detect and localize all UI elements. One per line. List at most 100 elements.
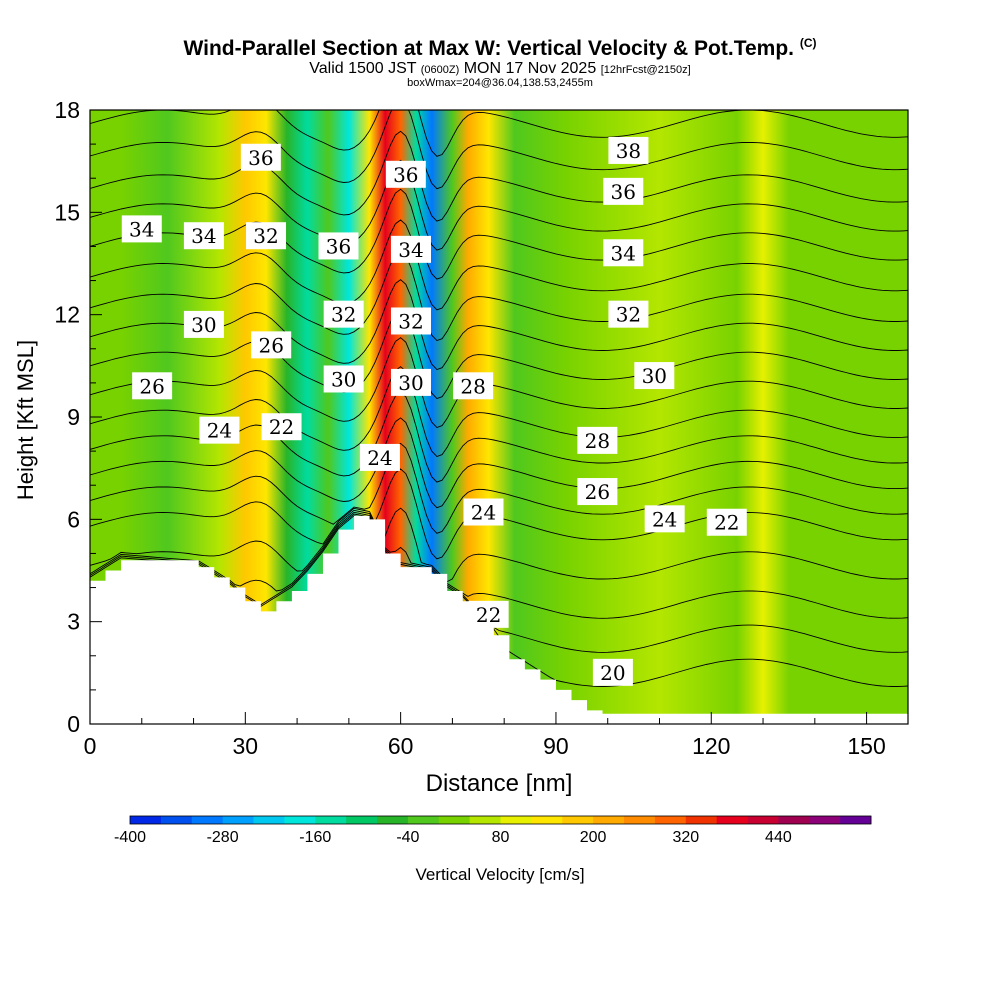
contour-label-box bbox=[251, 331, 292, 359]
chart-subtitle: Valid 1500 JST (0600Z) MON 17 Nov 2025 [… bbox=[309, 60, 691, 77]
contour-label-box bbox=[323, 300, 364, 328]
y-tick-label: 0 bbox=[67, 711, 80, 737]
contour-label-box bbox=[183, 310, 224, 338]
contour-label: 32 bbox=[323, 300, 364, 328]
contour-label-text: 30 bbox=[191, 313, 216, 337]
contour-label: 34 bbox=[390, 235, 431, 263]
y-tick-label: 3 bbox=[67, 609, 80, 635]
contour-label-text: 24 bbox=[471, 501, 496, 525]
theta-contour-line bbox=[90, 366, 908, 458]
contour-label: 30 bbox=[323, 365, 364, 393]
colorbar-swatch bbox=[130, 816, 162, 824]
theta-contour-line bbox=[90, 308, 908, 400]
colorbar-tick-label: -280 bbox=[207, 829, 239, 846]
colorbar-swatch bbox=[191, 816, 224, 824]
contour-label: 26 bbox=[251, 331, 292, 359]
contour-label: 24 bbox=[644, 505, 685, 533]
contour-label-text: 32 bbox=[616, 303, 641, 327]
contour-label-box bbox=[390, 307, 431, 335]
contour-label-text: 24 bbox=[367, 446, 392, 470]
theta-contour-line bbox=[90, 130, 908, 222]
theta-contour-line bbox=[90, 110, 908, 157]
colorbar-swatch bbox=[778, 816, 810, 824]
contour-label-box bbox=[603, 239, 644, 267]
contour-label-box bbox=[463, 498, 504, 526]
contour-label-text: 28 bbox=[585, 429, 610, 453]
contour-label-text: 38 bbox=[616, 139, 641, 163]
colorbar-tick-label: 200 bbox=[580, 829, 607, 846]
contour-label-text: 30 bbox=[398, 371, 423, 395]
contour-label: 28 bbox=[453, 372, 494, 400]
colorbar-swatch bbox=[685, 816, 718, 824]
y-tick-label: 9 bbox=[67, 404, 80, 430]
colorbar-swatch bbox=[438, 816, 471, 824]
colorbar-swatch bbox=[377, 816, 409, 824]
contour-label-box bbox=[468, 600, 509, 628]
theta-contour-line bbox=[90, 417, 908, 509]
colorbar-tick-label: -40 bbox=[396, 829, 419, 846]
theta-contour-line bbox=[90, 219, 908, 311]
contour-label: 22 bbox=[261, 413, 302, 441]
contour-label-box bbox=[634, 362, 675, 390]
contour-label: 36 bbox=[603, 177, 644, 205]
contour-label: 30 bbox=[183, 310, 224, 338]
copyright-mark: (C) bbox=[799, 36, 817, 50]
y-axis-label: Height [Kft MSL] bbox=[13, 340, 38, 500]
contour-label-text: 34 bbox=[611, 241, 636, 265]
theta-contour-line bbox=[90, 159, 908, 251]
contour-label: 34 bbox=[603, 239, 644, 267]
contour-label-text: 36 bbox=[393, 163, 418, 187]
contour-label-text: 34 bbox=[129, 217, 154, 241]
contour-label-box bbox=[644, 505, 685, 533]
colorbar-swatch bbox=[747, 816, 779, 824]
colorbar-swatch bbox=[654, 816, 687, 824]
contour-label-box bbox=[183, 222, 224, 250]
contour-label: 36 bbox=[385, 160, 426, 188]
colorbar-swatch bbox=[562, 816, 594, 824]
contour-label: 24 bbox=[463, 498, 504, 526]
x-tick-label: 90 bbox=[543, 733, 569, 759]
theta-contour-line bbox=[90, 110, 908, 190]
contour-label-box bbox=[577, 426, 618, 454]
contour-label: 34 bbox=[183, 222, 224, 250]
y-tick-label: 18 bbox=[54, 97, 80, 123]
contour-label: 22 bbox=[706, 508, 747, 536]
x-tick-label: 120 bbox=[692, 733, 730, 759]
contour-label-box bbox=[261, 413, 302, 441]
contour-label-box bbox=[318, 232, 359, 260]
contour-label-box bbox=[608, 136, 649, 164]
contour-label: 32 bbox=[608, 300, 649, 328]
theta-contour-line bbox=[90, 507, 908, 583]
contour-label-text: 22 bbox=[269, 415, 294, 439]
contour-label-box bbox=[385, 160, 426, 188]
colorbar-swatch bbox=[284, 816, 316, 824]
contour-label: 36 bbox=[240, 143, 281, 171]
contour-label-text: 24 bbox=[652, 507, 677, 531]
contour-label-box bbox=[453, 372, 494, 400]
contour-label: 26 bbox=[132, 372, 173, 400]
colorbar-swatch bbox=[716, 816, 748, 824]
plot-area: 36 38 36 36 34 34 32 36 34 34 32 30 32 32 26 30 26 30 30 28… bbox=[90, 110, 908, 724]
contour-label-box bbox=[706, 508, 747, 536]
contour-label-text: 32 bbox=[398, 309, 423, 333]
contour-label-text: 34 bbox=[398, 238, 423, 262]
y-tick-label: 15 bbox=[54, 199, 80, 225]
contour-label-box bbox=[199, 416, 240, 444]
contour-label: 38 bbox=[608, 136, 649, 164]
contour-label-box bbox=[132, 372, 173, 400]
contour-labels: 36 38 36 36 34 34 32 36 34 34 32 30 32 32 26 30 26 30 30 28… bbox=[121, 136, 747, 686]
chart-title: Wind-Parallel Section at Max W: Vertical… bbox=[183, 36, 817, 60]
contour-label-text: 32 bbox=[253, 224, 278, 248]
contour-label: 32 bbox=[390, 307, 431, 335]
contour-label-text: 26 bbox=[258, 333, 283, 357]
colorbar-swatch bbox=[500, 816, 532, 824]
colorbar-swatch bbox=[253, 816, 285, 824]
colorbar-swatch bbox=[531, 816, 563, 824]
contour-label-text: 20 bbox=[600, 661, 625, 685]
contour-label: 24 bbox=[199, 416, 240, 444]
contour-label-box bbox=[323, 365, 364, 393]
colorbar-tick-label: -160 bbox=[299, 829, 331, 846]
contour-label: 26 bbox=[577, 478, 618, 506]
colorbar-swatch bbox=[469, 816, 501, 824]
